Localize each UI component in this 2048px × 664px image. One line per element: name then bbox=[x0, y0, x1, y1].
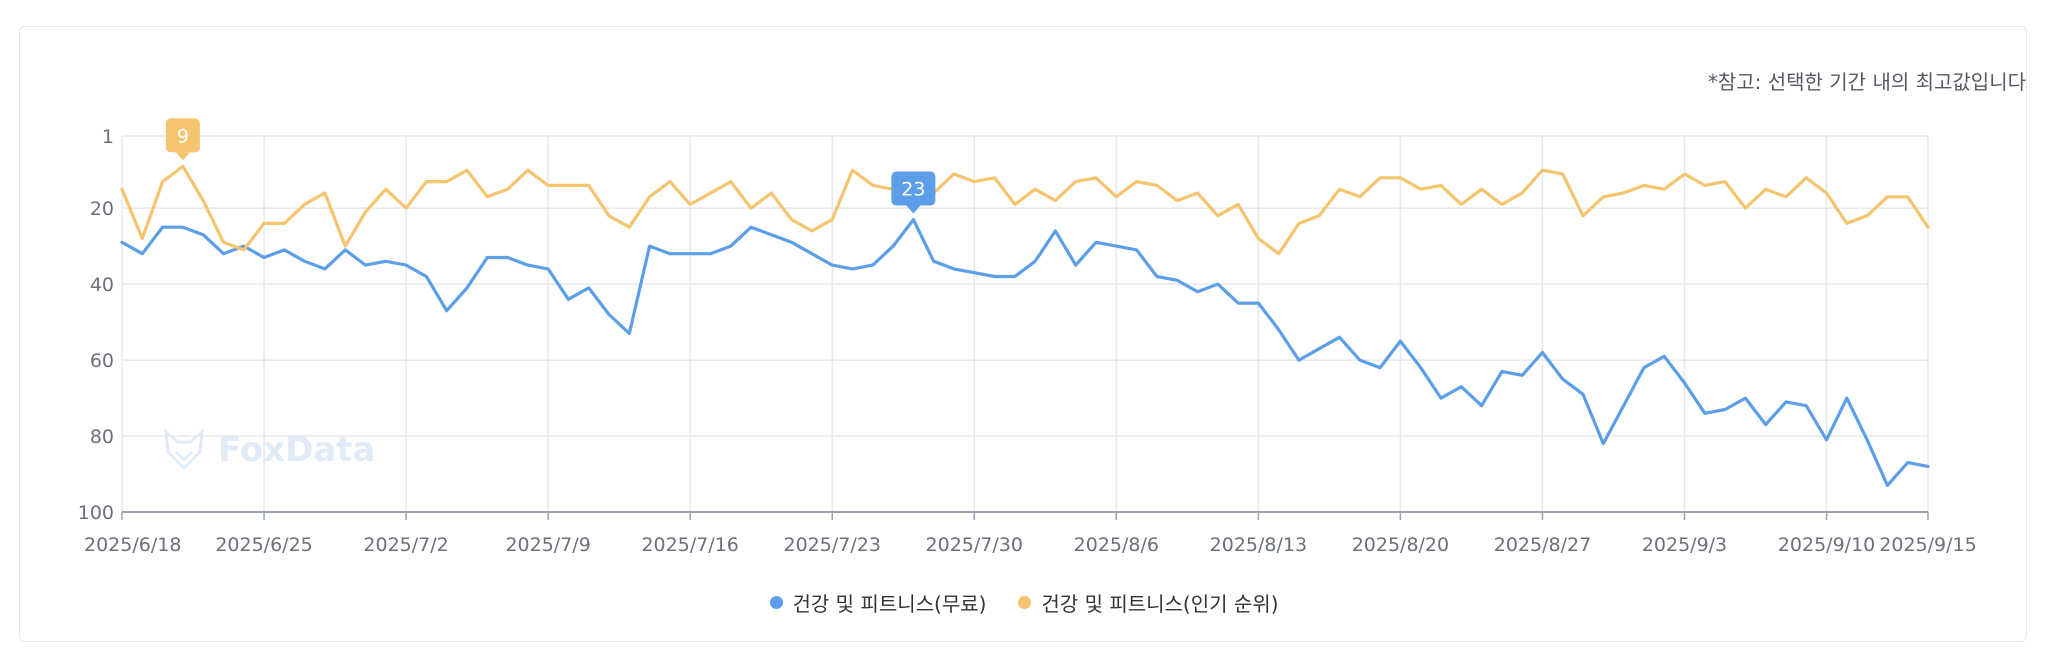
legend-item-free[interactable]: 건강 및 피트니스(무료) bbox=[769, 588, 987, 617]
legend-label-free: 건강 및 피트니스(무료) bbox=[792, 592, 987, 616]
legend-dot-popular bbox=[1018, 596, 1032, 609]
watermark-text: FoxData bbox=[218, 430, 376, 470]
fox-logo-icon bbox=[164, 428, 204, 471]
chart-card bbox=[19, 26, 2027, 642]
legend-label-popular: 건강 및 피트니스(인기 순위) bbox=[1041, 592, 1279, 616]
chart-note: *참고: 선택한 기간 내의 최고값입니다 bbox=[1707, 70, 2026, 94]
legend-dot-free bbox=[769, 596, 783, 609]
watermark: FoxData bbox=[162, 428, 376, 472]
legend-item-popular[interactable]: 건강 및 피트니스(인기 순위) bbox=[1018, 588, 1279, 617]
legend: 건강 및 피트니스(무료) 건강 및 피트니스(인기 순위) bbox=[0, 588, 2048, 617]
